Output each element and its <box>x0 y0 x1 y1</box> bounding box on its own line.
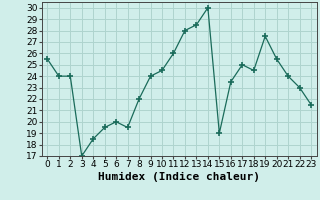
X-axis label: Humidex (Indice chaleur): Humidex (Indice chaleur) <box>98 172 260 182</box>
